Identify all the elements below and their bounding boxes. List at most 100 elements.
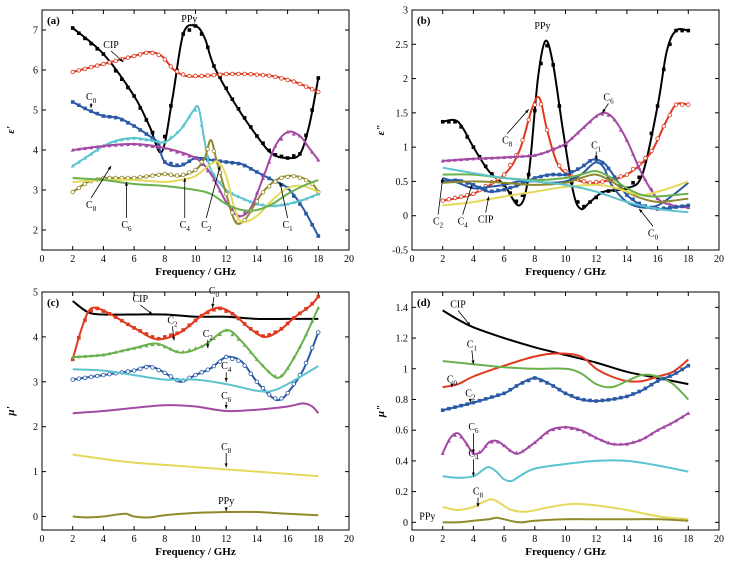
data-point [144,118,149,122]
data-point [447,179,451,183]
annotation-label: C2 [201,220,212,233]
data-point [569,393,574,398]
annotation: C2 [433,177,444,230]
data-point [661,425,666,429]
data-point [459,403,463,408]
data-point [174,69,180,74]
data-point [144,50,149,55]
data-point [89,308,93,313]
data-point [113,350,118,354]
data-point [211,363,217,369]
data-point [575,167,580,171]
data-point [242,322,247,326]
x-tick-label: 2 [70,254,75,265]
data-point [150,342,155,347]
data-point [95,148,100,152]
data-point [150,173,155,178]
data-point [77,336,81,340]
data-point [138,52,143,57]
annotation-label: C8 [502,136,513,149]
data-point [254,199,260,204]
data-point [514,450,519,455]
x-tick-label: 16 [653,534,663,545]
data-point [70,26,75,30]
x-tick-label: 4 [471,534,476,545]
annotation-label: C8 [86,200,97,213]
data-point [95,47,100,51]
data-point [483,164,488,169]
data-point [661,376,666,381]
data-point [101,372,106,378]
data-point [150,335,155,339]
annotation-arrow [506,109,529,134]
data-point [563,425,568,429]
data-point [76,354,81,359]
data-point [649,382,654,387]
data-point [624,172,630,177]
data-point [223,71,229,77]
annotation: C8 [473,487,484,507]
y-tick-label: 3 [33,377,38,388]
data-point [217,72,223,77]
data-point [526,172,531,177]
data-point [205,73,210,78]
data-point [563,391,568,396]
data-point [132,346,137,350]
data-point [120,77,124,81]
data-point [89,41,93,46]
data-point [212,158,216,163]
annotation: CIP [103,40,124,63]
data-point [655,379,660,383]
data-point [101,144,106,148]
data-point [490,189,494,194]
data-point [661,206,666,211]
data-point [236,161,241,166]
data-point [459,125,463,129]
series-c8 [442,498,689,521]
annotation-label: CIP [478,215,494,226]
data-point [107,143,112,148]
data-point [279,373,284,378]
data-point [520,449,525,453]
data-point [612,397,617,401]
data-point [70,148,75,152]
x-tick-label: 18 [313,254,323,265]
series-line [72,453,319,478]
data-point [242,163,247,168]
data-point [649,131,654,136]
data-point [236,71,241,77]
data-point [316,158,321,162]
data-point [581,125,586,129]
annotation: C2 [465,388,476,403]
x-tick-label: 2 [70,534,75,545]
data-point [483,156,488,160]
annotation: PPy [218,496,234,512]
series-ppy [72,510,319,519]
data-point [261,334,265,338]
data-point [502,391,506,396]
annotation-label: C4 [180,220,191,233]
data-point [557,387,562,392]
series-line [442,173,689,204]
series-c8 [72,402,320,415]
data-point [526,117,531,122]
data-point [132,326,136,330]
series-line [72,177,319,212]
data-point [538,151,543,156]
data-point [594,435,599,440]
data-point [502,187,506,192]
x-axis-label: Frequency / GHz [525,266,606,278]
data-point [496,188,500,193]
arrow-head [476,503,480,507]
data-point [82,66,88,71]
y-tick-label: 0 [403,518,408,529]
data-point [77,103,81,107]
annotation: CIP [450,299,471,327]
x-tick-label: 0 [40,254,45,265]
data-point [156,145,161,149]
data-point [248,199,253,204]
series-c1 [442,360,690,401]
data-point [224,328,229,332]
data-point [520,154,525,158]
data-point [267,176,271,181]
